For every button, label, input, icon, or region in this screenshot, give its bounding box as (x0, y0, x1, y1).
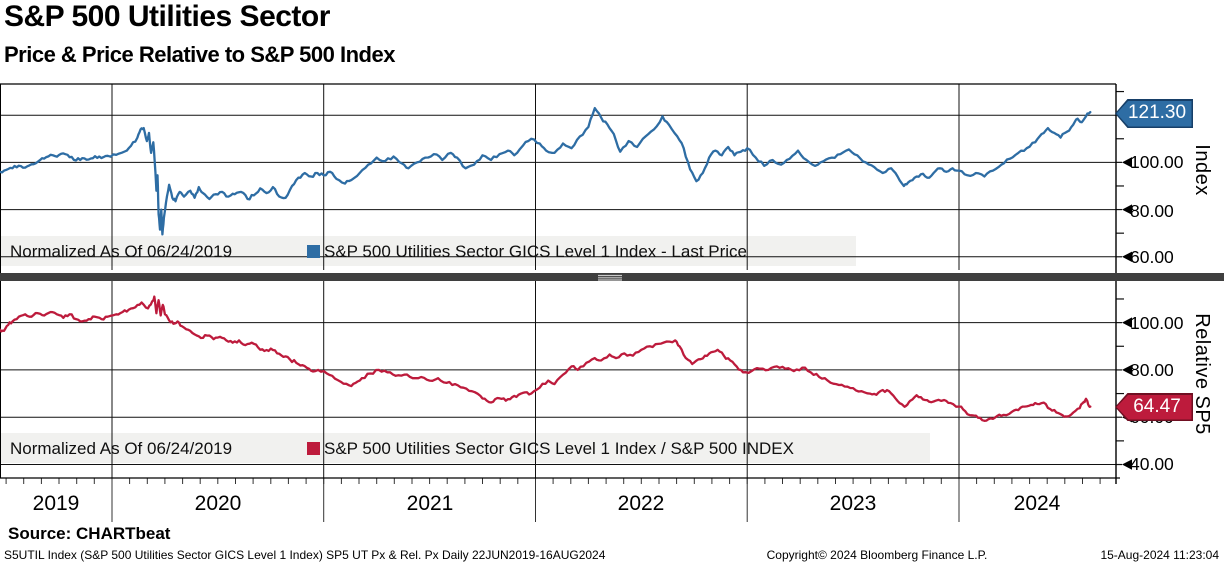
price-axis-label: Index (1191, 144, 1213, 196)
xtick-2021: 2021 (406, 492, 454, 515)
footer-timestamp: 15-Aug-2024 11:23:04 (1100, 548, 1219, 562)
ytick-arrow-icon (1122, 364, 1132, 376)
xtick-2024: 2024 (1013, 492, 1061, 515)
ytick-arrow-icon (1122, 459, 1132, 470)
relative-axis-label: Relative SP5 (1191, 313, 1213, 435)
source-line: Source: CHARTbeat (8, 524, 171, 543)
price-ytick-60: 60.00 (1130, 247, 1174, 267)
ytick-arrow-icon (1122, 157, 1132, 168)
xtick-2019: 2019 (32, 492, 80, 515)
xtick-2023: 2023 (829, 492, 877, 515)
xtick-2022: 2022 (617, 492, 665, 515)
xtick-2020: 2020 (194, 492, 242, 515)
relative-last-badge[interactable]: 64.47 (1115, 393, 1193, 421)
relative-normalized-label: Normalized As Of 06/24/2019 (10, 439, 233, 458)
footer-copyright: Copyright© 2024 Bloomberg Finance L.P. (766, 548, 988, 562)
ytick-arrow-icon (1122, 317, 1132, 328)
price-ytick-100: 100.00 (1130, 152, 1184, 172)
relative-ytick-100: 100.00 (1130, 313, 1184, 333)
page-title: S&P 500 Utilities Sector (4, 0, 330, 33)
price-series-line (0, 106, 1092, 236)
price-normalized-label: Normalized As Of 06/24/2019 (10, 242, 233, 261)
price-series-label: S&P 500 Utilities Sector GICS Level 1 In… (324, 242, 747, 261)
relative-ytick-40: 40.00 (1130, 454, 1174, 474)
footer-left: S5UTIL Index (S&P 500 Utilities Sector G… (4, 548, 606, 562)
ytick-arrow-icon (1122, 204, 1132, 215)
page-subtitle: Price & Price Relative to S&P 500 Index (4, 42, 395, 67)
relative-series-marker-icon (307, 442, 320, 455)
ytick-arrow-icon (1122, 251, 1132, 262)
legend-band-price (0, 236, 856, 266)
price-series-marker-icon (307, 245, 320, 258)
legend-band-relative (0, 433, 930, 463)
relative-series-line (0, 295, 1092, 422)
relative-ytick-80: 80.00 (1130, 360, 1174, 380)
price-last-badge[interactable]: 121.30 (1115, 99, 1193, 128)
panel-splitter[interactable] (0, 273, 1224, 281)
price-ytick-80: 80.00 (1130, 201, 1174, 221)
relative-series-label: S&P 500 Utilities Sector GICS Level 1 In… (324, 439, 794, 458)
